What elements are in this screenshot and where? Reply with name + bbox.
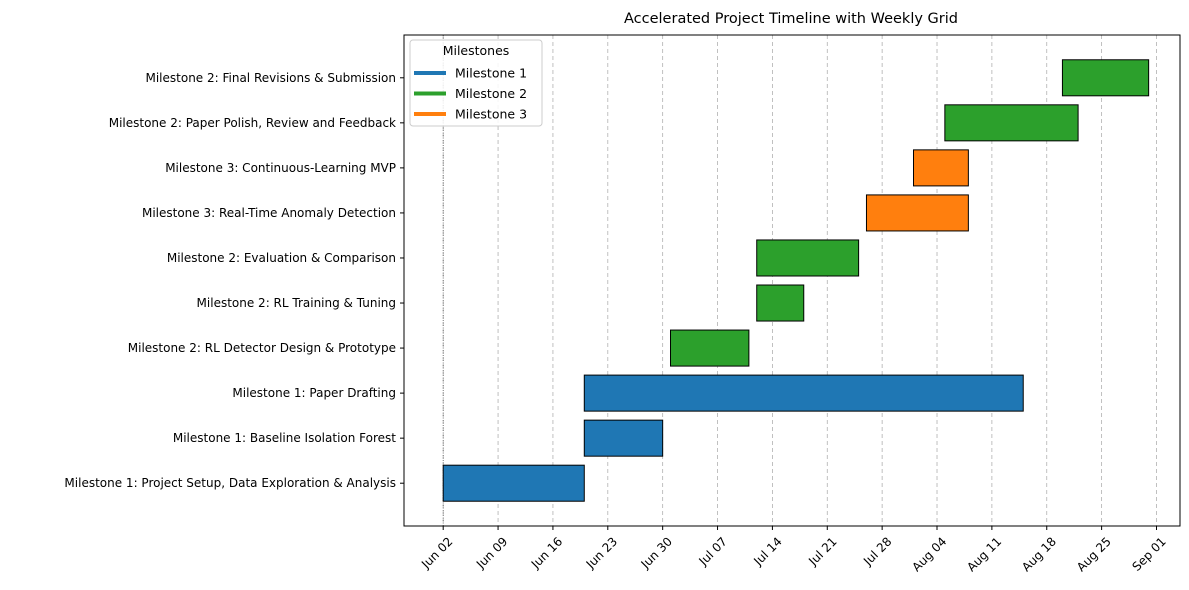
x-tick-label: Aug 25 xyxy=(1074,534,1114,574)
legend-label: Milestone 2 xyxy=(455,86,527,101)
x-tick-label: Jun 30 xyxy=(638,534,675,571)
plot-frame xyxy=(403,34,1181,527)
x-tick-label: Aug 04 xyxy=(909,534,949,574)
y-tick-label: Milestone 2: RL Training & Tuning xyxy=(197,296,396,310)
y-axis: Milestone 1: Project Setup, Data Explora… xyxy=(64,71,404,490)
y-tick-label: Milestone 1: Project Setup, Data Explora… xyxy=(64,476,396,490)
task-bar xyxy=(442,464,585,502)
task-bar xyxy=(865,194,969,232)
chart-title: Accelerated Project Timeline with Weekly… xyxy=(624,11,958,27)
y-tick-label: Milestone 1: Paper Drafting xyxy=(232,386,396,400)
y-tick-label: Milestone 2: Paper Polish, Review and Fe… xyxy=(109,116,396,130)
x-tick-label: Sep 01 xyxy=(1129,534,1168,573)
x-tick-label: Jul 21 xyxy=(805,534,839,568)
y-tick-label: Milestone 3: Continuous-Learning MVP xyxy=(165,161,396,175)
task-bar xyxy=(912,149,969,187)
x-tick-label: Jun 02 xyxy=(418,534,455,571)
x-tick-label: Jul 28 xyxy=(860,534,894,568)
legend-box xyxy=(409,39,543,127)
bar-layer xyxy=(442,59,1150,502)
x-tick-label: Jun 23 xyxy=(583,534,620,571)
y-tick-label: Milestone 1: Baseline Isolation Forest xyxy=(173,431,396,445)
y-tick-label: Milestone 2: Final Revisions & Submissio… xyxy=(145,71,396,85)
task-bar xyxy=(583,374,1024,412)
task-bar xyxy=(756,284,805,322)
task-bar xyxy=(1061,59,1150,97)
legend-entries: Milestone 1 Milestone 2 Milestone 3 xyxy=(414,66,527,122)
y-tick-label: Milestone 2: RL Detector Design & Protot… xyxy=(128,341,396,355)
x-tick-label: Jun 16 xyxy=(528,534,565,571)
task-bar xyxy=(583,419,664,457)
x-tick-label: Aug 11 xyxy=(964,534,1004,574)
task-bar xyxy=(670,329,750,367)
y-tick-label: Milestone 2: Evaluation & Comparison xyxy=(167,251,396,265)
x-tick-label: Jun 09 xyxy=(473,534,510,571)
x-axis: Jun 02 Jun 09 Jun 16 Jun 23 Jun 30 Jul 07 Jul … xyxy=(418,526,1169,574)
x-tick-label: Aug 18 xyxy=(1019,534,1059,574)
task-bar xyxy=(944,104,1079,142)
legend-label: Milestone 3 xyxy=(455,107,527,122)
legend-label: Milestone 1 xyxy=(455,66,527,81)
task-bar xyxy=(756,239,860,277)
y-tick-label: Milestone 3: Real-Time Anomaly Detection xyxy=(142,206,396,220)
x-tick-label: Jul 07 xyxy=(696,534,730,568)
legend-title: Milestones xyxy=(443,43,510,58)
x-tick-label: Jul 14 xyxy=(750,534,784,568)
